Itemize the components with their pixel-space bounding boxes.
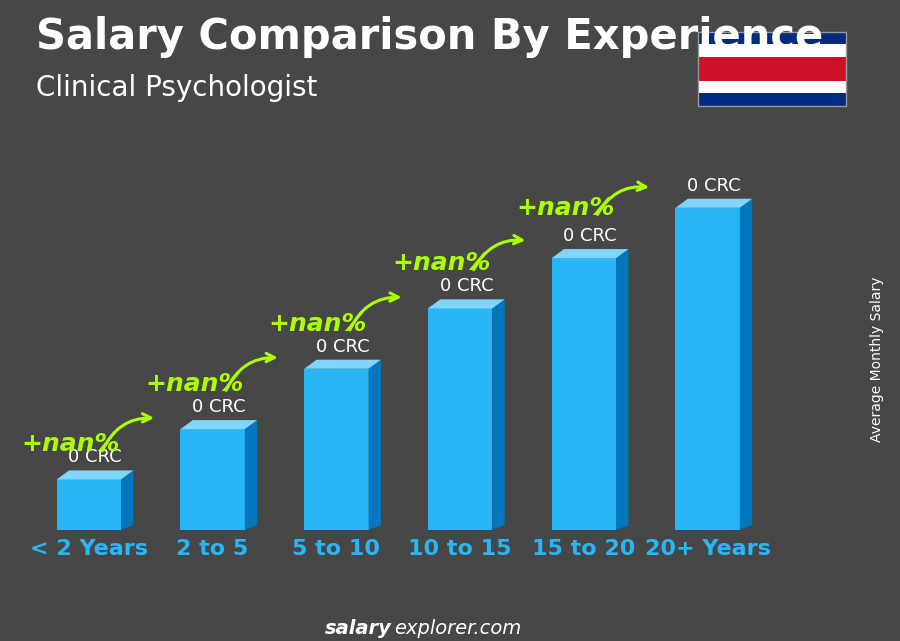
Text: 15 to 20: 15 to 20 [532, 539, 635, 559]
Text: +nan%: +nan% [21, 432, 120, 456]
Text: Average Monthly Salary: Average Monthly Salary [869, 276, 884, 442]
Polygon shape [552, 249, 628, 258]
Polygon shape [552, 258, 616, 529]
Text: 2 to 5: 2 to 5 [176, 539, 248, 559]
Bar [698, 56, 846, 81]
Bar [698, 81, 846, 94]
Polygon shape [57, 470, 133, 479]
Text: 0 CRC: 0 CRC [439, 278, 493, 296]
Polygon shape [675, 208, 740, 529]
Bar [698, 94, 846, 106]
Text: Clinical Psychologist: Clinical Psychologist [36, 74, 318, 102]
Polygon shape [180, 420, 257, 429]
Text: < 2 Years: < 2 Years [30, 539, 148, 559]
Text: 0 CRC: 0 CRC [316, 338, 369, 356]
Text: 0 CRC: 0 CRC [563, 227, 616, 245]
Text: 0 CRC: 0 CRC [687, 177, 741, 195]
Polygon shape [245, 420, 257, 529]
Text: 10 to 15: 10 to 15 [409, 539, 512, 559]
Bar [698, 44, 846, 56]
Polygon shape [492, 299, 505, 529]
Polygon shape [675, 199, 752, 208]
Text: +nan%: +nan% [392, 251, 490, 275]
Polygon shape [57, 479, 121, 529]
Text: salary: salary [325, 619, 392, 638]
Text: 0 CRC: 0 CRC [68, 448, 122, 467]
Polygon shape [369, 360, 381, 529]
Text: 5 to 10: 5 to 10 [292, 539, 381, 559]
Text: 0 CRC: 0 CRC [192, 398, 246, 416]
Text: 20+ Years: 20+ Years [644, 539, 770, 559]
Text: Salary Comparison By Experience: Salary Comparison By Experience [36, 16, 824, 58]
Polygon shape [740, 199, 752, 529]
Text: +nan%: +nan% [516, 196, 615, 220]
Polygon shape [304, 369, 369, 529]
Polygon shape [121, 470, 133, 529]
Bar [698, 32, 846, 44]
Polygon shape [304, 360, 381, 369]
Polygon shape [428, 308, 492, 529]
Text: +nan%: +nan% [268, 312, 367, 335]
Polygon shape [428, 299, 505, 308]
Polygon shape [180, 429, 245, 529]
Text: +nan%: +nan% [145, 372, 243, 396]
Polygon shape [616, 249, 628, 529]
Text: explorer.com: explorer.com [394, 619, 521, 638]
